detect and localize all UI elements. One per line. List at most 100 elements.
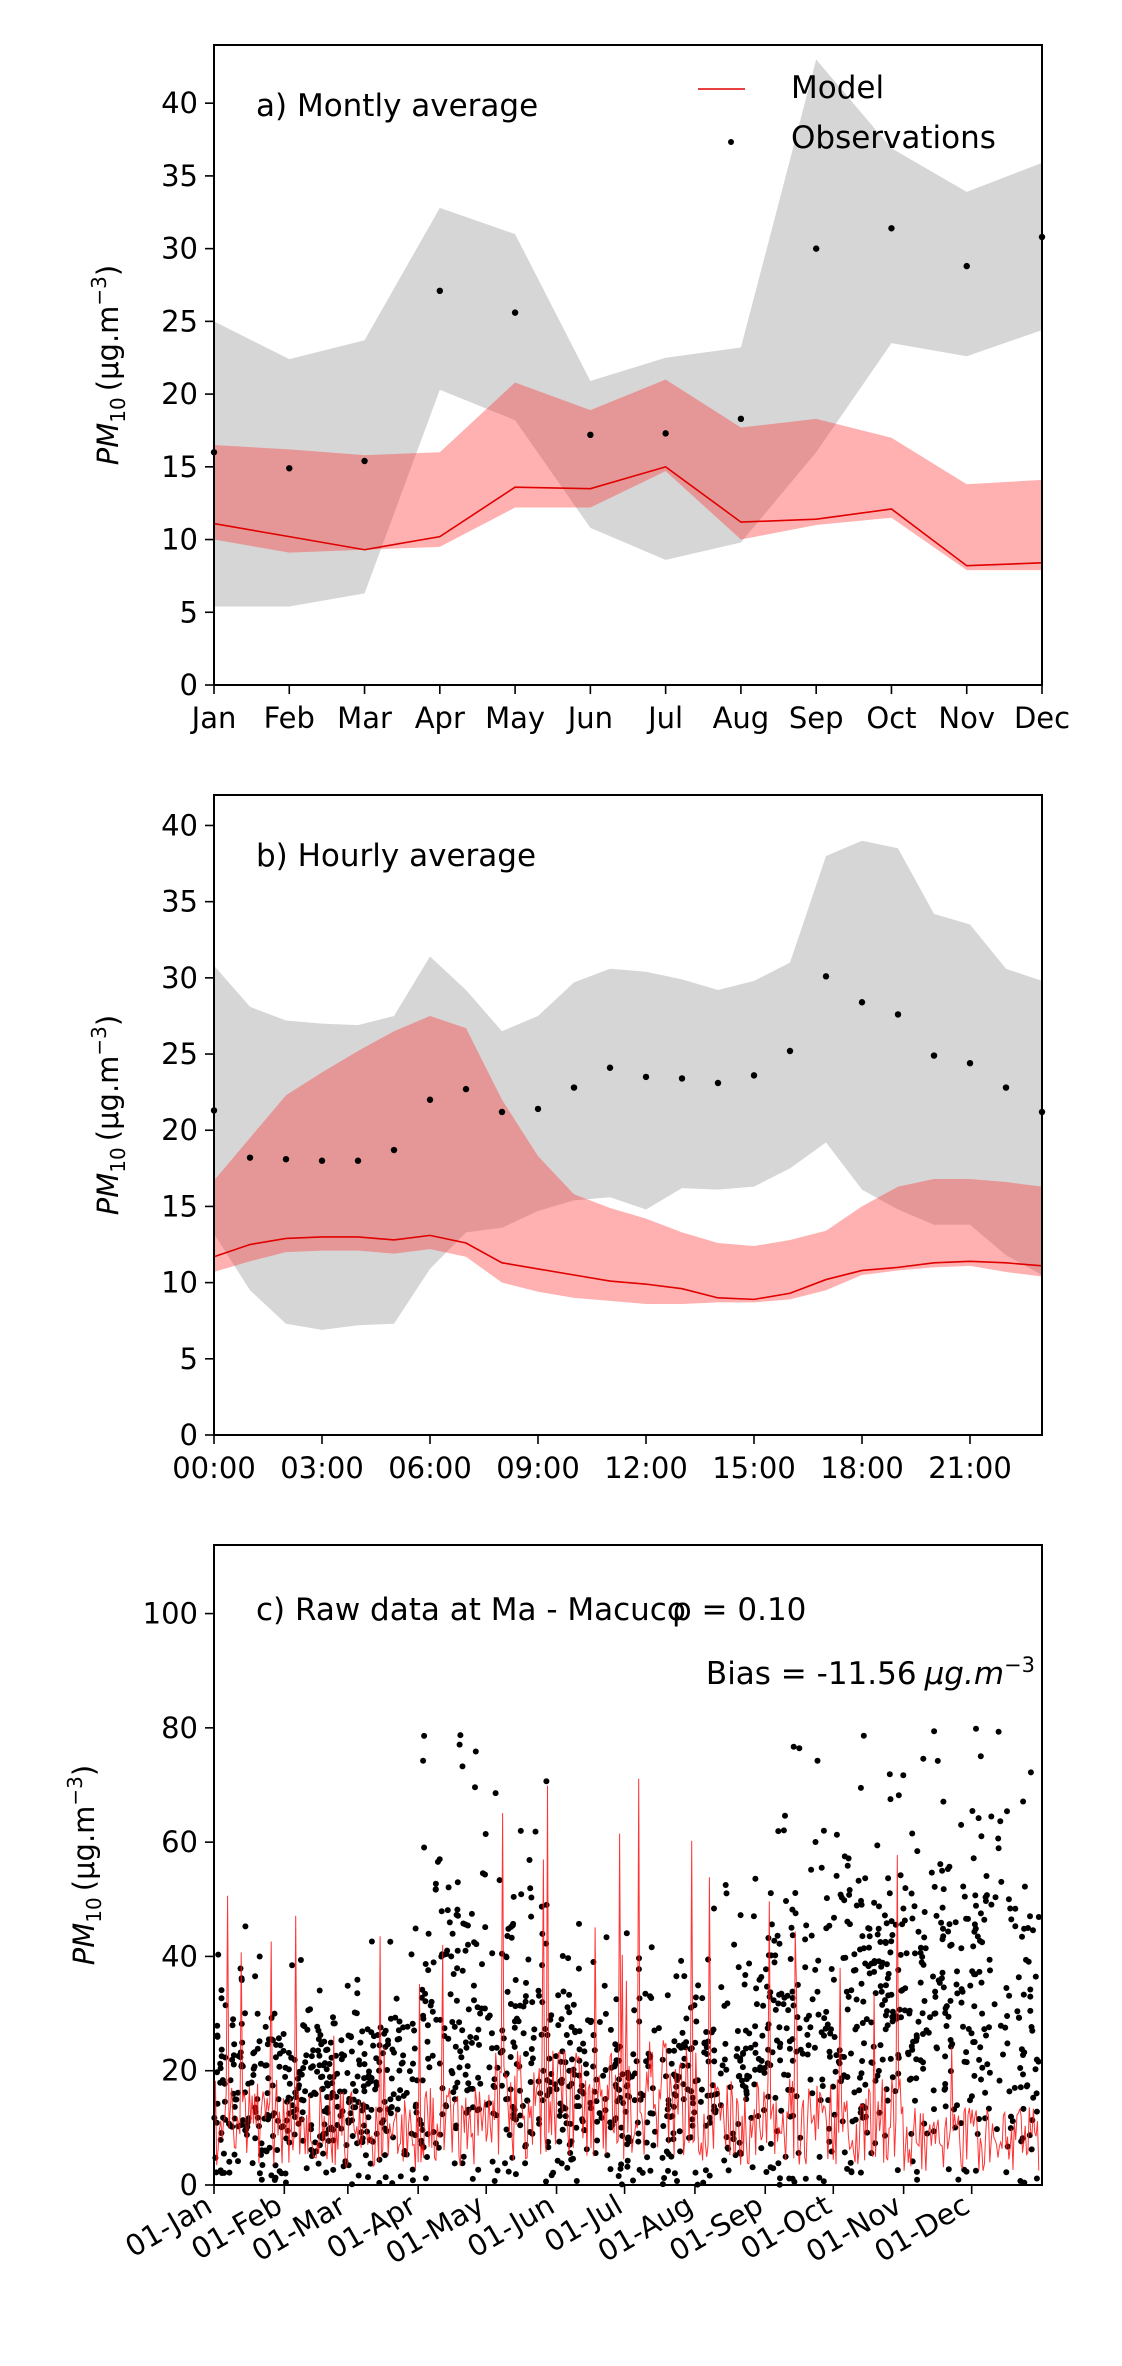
raw-observation-point	[528, 2060, 535, 2067]
raw-observation-point	[983, 1873, 990, 1879]
raw-observation-point	[510, 1893, 517, 1900]
raw-observation-point	[419, 2077, 426, 2084]
raw-observation-point	[772, 2094, 779, 2101]
raw-observation-point	[396, 2035, 403, 2042]
raw-observation-point	[1000, 2051, 1006, 2058]
raw-observation-point	[833, 1872, 840, 1879]
raw-observation-point	[307, 2092, 314, 2099]
raw-observation-point	[508, 1934, 515, 1941]
raw-observation-point	[722, 2040, 729, 2047]
raw-observation-point	[1008, 2113, 1014, 2120]
raw-observation-point	[723, 1890, 730, 1897]
raw-observation-point	[449, 2019, 456, 2025]
raw-observation-point	[775, 1828, 782, 1835]
raw-observation-point	[243, 2131, 250, 2138]
raw-observation-point	[580, 2040, 587, 2047]
raw-observation-point	[354, 1976, 361, 1983]
panel-label: c) Raw data at Ma - Macuco	[256, 1592, 686, 1628]
raw-observation-point	[789, 1932, 796, 1939]
raw-observation-point	[463, 2044, 470, 2051]
raw-observation-point	[1015, 2014, 1022, 2021]
raw-observation-point	[860, 1998, 867, 2005]
raw-observation-point	[340, 2163, 347, 2170]
raw-observation-point	[958, 1821, 965, 1828]
raw-observation-point	[992, 1894, 999, 1901]
raw-observation-point	[814, 1988, 821, 1995]
raw-observation-point	[302, 2059, 309, 2066]
raw-observation-point	[930, 2087, 937, 2094]
raw-observation-point	[666, 2047, 672, 2054]
raw-observation-point	[938, 1919, 945, 1926]
raw-observation-point	[278, 2124, 285, 2131]
raw-observation-point	[885, 1875, 892, 1882]
ylabel-unit: (μg.m	[91, 1056, 125, 1142]
raw-observation-point	[725, 2167, 732, 2174]
raw-observation-point	[376, 2106, 383, 2113]
raw-observation-point	[868, 2059, 875, 2066]
raw-observation-point	[471, 1997, 477, 2004]
x-tick-label: 12:00	[604, 1451, 688, 1485]
raw-observation-point	[256, 2170, 263, 2177]
raw-observation-point	[1019, 1933, 1025, 1940]
raw-observation-point	[382, 2174, 389, 2181]
raw-observation-point	[324, 2082, 331, 2089]
raw-observation-point	[291, 2131, 298, 2138]
raw-observation-point	[919, 2010, 926, 2017]
raw-observation-point	[1020, 1991, 1027, 1998]
raw-observation-point	[858, 1897, 864, 1904]
raw-observation-point	[1017, 2178, 1024, 2184]
raw-observation-point	[366, 2068, 372, 2075]
raw-observation-point	[695, 1982, 702, 1989]
raw-observation-point	[747, 2044, 754, 2051]
raw-observation-point	[295, 2075, 301, 2082]
bias-value: Bias = -11.56	[706, 1656, 917, 1692]
raw-observation-point	[231, 2151, 238, 2158]
raw-observation-point	[449, 2070, 456, 2077]
raw-observation-point	[475, 2074, 482, 2081]
raw-observation-point	[325, 2137, 332, 2144]
raw-observation-point	[939, 1936, 946, 1943]
raw-observation-point	[494, 2064, 501, 2071]
raw-observation-point	[528, 1894, 535, 1901]
raw-observation-point	[459, 2160, 466, 2167]
raw-observation-point	[347, 2033, 354, 2040]
raw-observation-point	[523, 2050, 529, 2057]
raw-observation-point	[862, 2081, 869, 2088]
raw-observation-point	[591, 2088, 598, 2095]
raw-observation-point	[424, 2022, 431, 2029]
raw-observation-point	[721, 2056, 728, 2063]
raw-observation-point	[355, 2099, 362, 2106]
raw-observation-point	[449, 1930, 456, 1937]
raw-observation-point	[400, 2024, 407, 2031]
raw-observation-point	[894, 2167, 901, 2174]
raw-observation-point	[671, 2038, 678, 2045]
raw-observation-point	[566, 1991, 573, 1998]
ylabel-main: PM	[67, 1923, 101, 1966]
raw-observation-point	[249, 2160, 256, 2167]
raw-observation-point	[1012, 1923, 1019, 1930]
raw-observation-point	[259, 2162, 266, 2168]
raw-observation-point	[953, 1981, 960, 1988]
raw-observation-point	[958, 1945, 965, 1952]
raw-observation-point	[765, 1935, 772, 1941]
raw-observation-point	[819, 2083, 826, 2089]
raw-observation-point	[256, 1953, 263, 1960]
raw-observation-point	[639, 2169, 646, 2176]
raw-observation-point	[771, 1937, 778, 1944]
raw-observation-point	[789, 1995, 796, 2001]
raw-observation-point	[729, 2130, 736, 2137]
raw-observation-point	[889, 2008, 896, 2015]
raw-observation-point	[272, 2054, 279, 2061]
raw-observation-point	[942, 2103, 949, 2110]
raw-observation-point	[353, 2010, 360, 2017]
raw-observation-point	[1006, 1992, 1013, 1999]
raw-observation-point	[842, 1954, 849, 1961]
raw-observation-point	[896, 2006, 903, 2013]
raw-observation-point	[1024, 2082, 1031, 2089]
raw-observation-point	[855, 1877, 862, 1884]
raw-observation-point	[948, 1941, 955, 1948]
raw-observation-point	[821, 2015, 828, 2022]
legend-obs-swatch	[728, 139, 734, 145]
raw-observation-point	[1014, 2008, 1021, 2015]
